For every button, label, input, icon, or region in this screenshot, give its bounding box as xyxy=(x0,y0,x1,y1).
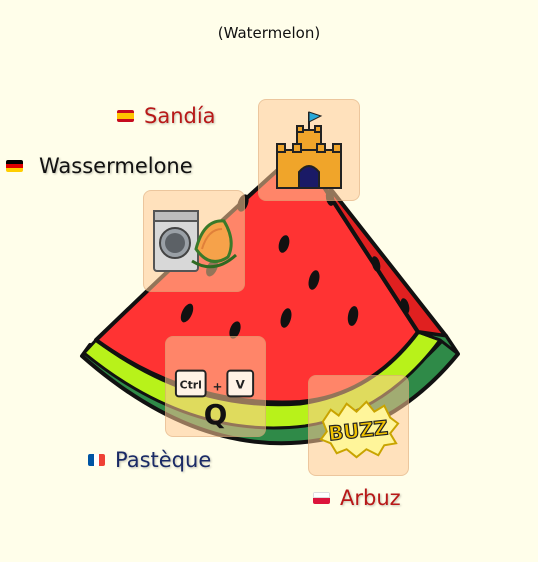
ctrl-key: Ctrl xyxy=(180,378,202,391)
translation-word: Sandía xyxy=(144,104,216,128)
translation-word: Wassermelone xyxy=(39,154,193,178)
france-flag-icon xyxy=(88,454,105,466)
germany-flag-icon xyxy=(6,160,23,172)
translation-german: Wassermelone xyxy=(6,154,193,178)
v-key: V xyxy=(236,377,246,391)
sandcastle-card xyxy=(258,99,360,201)
translation-word: Pastèque xyxy=(115,448,212,472)
ctrl-v-q-keyboard-icon: Ctrl + V Q xyxy=(174,369,255,431)
spain-flag-icon xyxy=(117,110,134,122)
ctrl-v-q-card: Ctrl + V Q xyxy=(165,336,266,437)
washing-machine-melon-card xyxy=(143,190,245,292)
translation-spanish: Sandía xyxy=(117,104,216,128)
q-letter: Q xyxy=(204,398,228,431)
washing-machine-melon-icon xyxy=(153,210,238,272)
plus-sign: + xyxy=(213,379,223,393)
translation-polish: Arbuz xyxy=(313,486,401,510)
translation-french: Pastèque xyxy=(88,448,211,472)
sandcastle-icon xyxy=(276,111,342,189)
page-title: (Watermelon) xyxy=(217,24,321,42)
translation-word: Arbuz xyxy=(340,486,401,510)
buzz-text: BUZZ xyxy=(327,416,389,445)
poland-flag-icon xyxy=(313,492,330,504)
buzz-card: BUZZ xyxy=(308,375,409,476)
buzz-comic-icon: BUZZ xyxy=(319,400,400,459)
